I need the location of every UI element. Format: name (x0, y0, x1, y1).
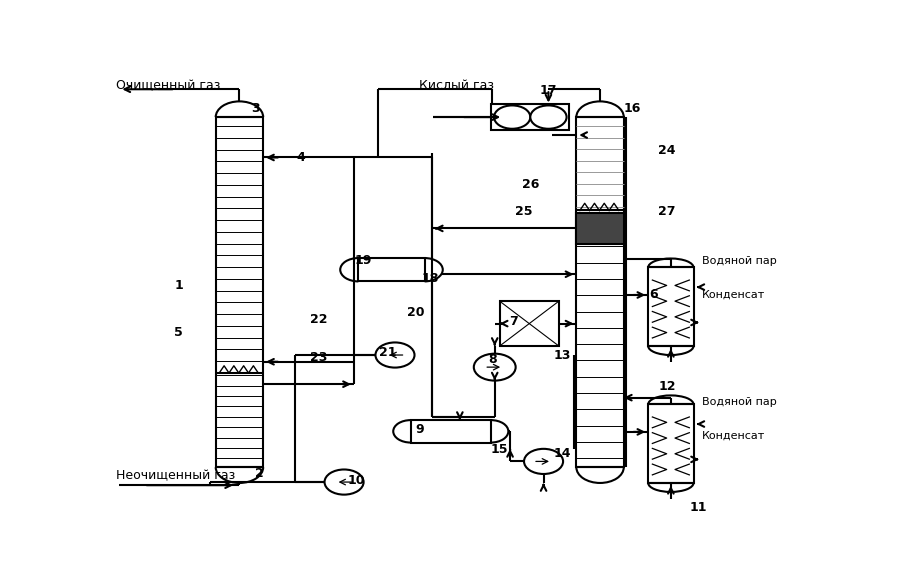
Text: 26: 26 (522, 178, 540, 191)
Bar (216, 117, 263, 467)
Text: 17: 17 (540, 84, 557, 97)
Text: 10: 10 (348, 474, 365, 487)
Text: 25: 25 (516, 205, 533, 218)
Text: Водяной пар: Водяной пар (702, 397, 777, 407)
Text: 14: 14 (554, 447, 572, 460)
Text: 4: 4 (296, 151, 305, 164)
Bar (491, 104, 570, 130)
Circle shape (524, 449, 563, 474)
Text: 20: 20 (407, 306, 425, 319)
Circle shape (473, 354, 516, 381)
Bar (576, 213, 624, 244)
Text: 9: 9 (415, 423, 424, 436)
Text: Водяной пар: Водяной пар (702, 256, 777, 266)
Text: 6: 6 (649, 288, 657, 301)
Bar (358, 258, 425, 282)
Bar (410, 420, 491, 442)
Text: 2: 2 (255, 468, 264, 480)
Text: 15: 15 (491, 443, 508, 456)
Text: 23: 23 (310, 351, 327, 364)
Bar (500, 301, 559, 346)
Text: 27: 27 (658, 205, 676, 218)
Text: 22: 22 (310, 312, 327, 325)
Text: Конденсат: Конденсат (702, 289, 765, 300)
Text: 3: 3 (251, 101, 260, 115)
Text: Конденсат: Конденсат (702, 431, 765, 441)
Text: 21: 21 (379, 346, 397, 359)
Circle shape (530, 106, 567, 129)
Text: 24: 24 (658, 144, 676, 157)
Text: 7: 7 (509, 315, 518, 328)
Bar (576, 117, 624, 467)
Text: 8: 8 (489, 353, 497, 366)
Text: 18: 18 (421, 272, 438, 285)
Bar (648, 405, 694, 483)
Circle shape (325, 469, 364, 494)
Text: 19: 19 (355, 254, 373, 267)
Bar (648, 268, 694, 346)
Text: 1: 1 (175, 279, 183, 292)
Text: 12: 12 (658, 380, 676, 393)
Text: 16: 16 (624, 101, 641, 115)
Circle shape (494, 106, 530, 129)
Text: 5: 5 (175, 326, 183, 339)
Text: Очищенный газ: Очищенный газ (116, 79, 220, 92)
Text: 11: 11 (689, 501, 707, 514)
Circle shape (375, 342, 415, 368)
Text: Неочищенный газ: Неочищенный газ (116, 470, 235, 483)
Text: 13: 13 (554, 349, 572, 361)
Text: Кислый газ: Кислый газ (419, 79, 494, 92)
